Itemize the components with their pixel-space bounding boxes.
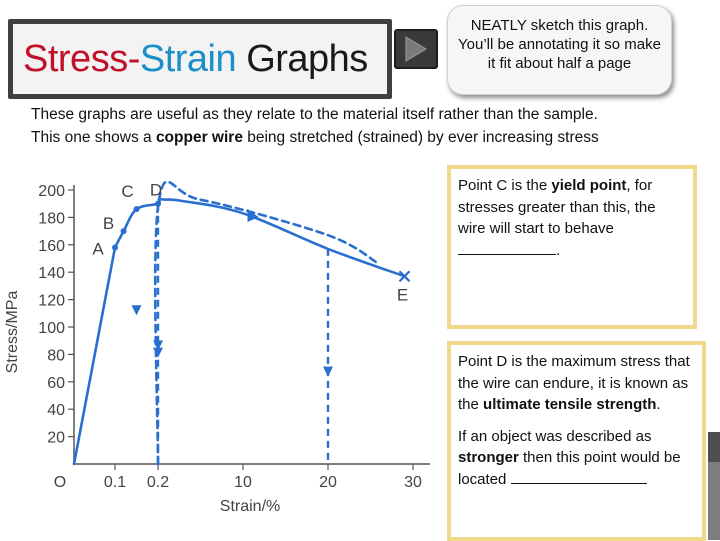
fracture-point-marker — [398, 270, 411, 283]
reload-curve — [153, 180, 381, 466]
annotation-c-post: , for stresses greater than this, the wi… — [458, 177, 656, 237]
title-box: Stress-Strain Graphs — [8, 19, 392, 99]
instruction-text: NEATLY sketch this graph. You’ll be anno… — [458, 17, 661, 72]
point-marker-c — [133, 206, 140, 213]
point-marker-d — [155, 200, 161, 207]
annotation-c-pre: Point C is the — [458, 177, 552, 194]
title-strain: Strain — [139, 37, 237, 80]
fill-in-blank — [510, 471, 647, 484]
point-label-d: D — [150, 181, 162, 200]
y-tick-label: 180 — [38, 210, 65, 227]
annotation-s-bold: stronger — [458, 449, 519, 466]
x-tick-label: 10 — [234, 474, 252, 491]
annotation-d-pre: Point D is the maximum stress that the w… — [458, 353, 690, 413]
annotation-point-d: Point D is the maximum stress that the w… — [447, 341, 706, 541]
annotation-c-end: . — [556, 241, 561, 259]
annotation-stronger-text: If an object was described as stronger t… — [458, 426, 696, 491]
annotation-d-text: Point D is the maximum stress that the w… — [458, 351, 696, 416]
x-axis-label: Strain/% — [220, 498, 280, 515]
annotation-d-end: . — [656, 396, 661, 413]
y-tick-label: 20 — [47, 430, 65, 447]
annotation-d-bold: ultimate tensile strength — [483, 396, 657, 413]
intro-line-2: This one shows a copper wire being stret… — [31, 126, 691, 149]
point-marker-a — [112, 244, 118, 251]
x-tick-label: 0.2 — [147, 474, 169, 491]
y-tick-label: 120 — [38, 293, 65, 310]
point-label-b: B — [103, 214, 114, 233]
title-graphs: Graphs — [236, 37, 368, 80]
play-arrow-icon — [405, 36, 427, 62]
title-stress: Stress — [23, 37, 128, 80]
intro-line-2-bold: copper wire — [155, 129, 243, 146]
intro-line-1: These graphs are useful as they relate t… — [31, 106, 598, 123]
y-tick-label: 200 — [38, 183, 65, 200]
annotation-s-post: then this point would be located — [458, 449, 681, 488]
y-tick-label: 80 — [47, 347, 65, 364]
y-tick-label: 160 — [38, 238, 65, 255]
intro-line-2-post: being stretched (strained) by ever incre… — [242, 129, 599, 146]
x-tick-label: O — [54, 474, 66, 491]
y-axis-label: Stress/MPa — [4, 291, 21, 374]
x-tick-label: 20 — [319, 474, 337, 491]
curve-direction-arrow-icon — [247, 209, 259, 223]
point-label-c: C — [121, 182, 133, 201]
annotation-point-c: Point C is the yield point, for stresses… — [447, 165, 697, 329]
annotation-c-text: Point C is the yield point, for stresses… — [458, 175, 687, 261]
point-label-e: E — [397, 285, 408, 304]
unloading-arrow-icon — [323, 366, 333, 377]
loading-arrow-icon — [131, 305, 142, 316]
stress-strain-chart: 20 40 60 80 100 120 140 160 180 200 O 0.1 0.2 10 20 30 S… — [4, 180, 430, 515]
fill-in-blank — [458, 242, 556, 255]
x-tick-label: 30 — [404, 474, 422, 491]
reload-arrow-icon — [153, 340, 164, 351]
point-label-a: A — [92, 240, 104, 259]
page-title: Stress-Strain Graphs — [23, 38, 368, 81]
x-tick-label: 0.1 — [104, 474, 126, 491]
next-slide-button[interactable] — [394, 29, 438, 69]
instruction-note: NEATLY sketch this graph. You’ll be anno… — [447, 5, 672, 95]
point-marker-b — [120, 228, 127, 235]
y-tick-label: 40 — [47, 402, 65, 419]
annotation-c-bold: yield point — [551, 177, 627, 194]
y-tick-label: 140 — [38, 265, 65, 282]
loading-curve — [72, 197, 406, 466]
intro-text: These graphs are useful as they relate t… — [31, 103, 691, 149]
y-tick-label: 100 — [38, 320, 65, 337]
slide-edge-decoration-dark — [708, 432, 720, 462]
annotation-s-pre: If an object was described as — [458, 427, 652, 445]
title-dash: - — [127, 37, 141, 80]
intro-line-2-pre: This one shows a — [31, 129, 156, 146]
unloading-arrow-icon — [153, 347, 163, 358]
y-tick-label: 60 — [47, 375, 65, 392]
